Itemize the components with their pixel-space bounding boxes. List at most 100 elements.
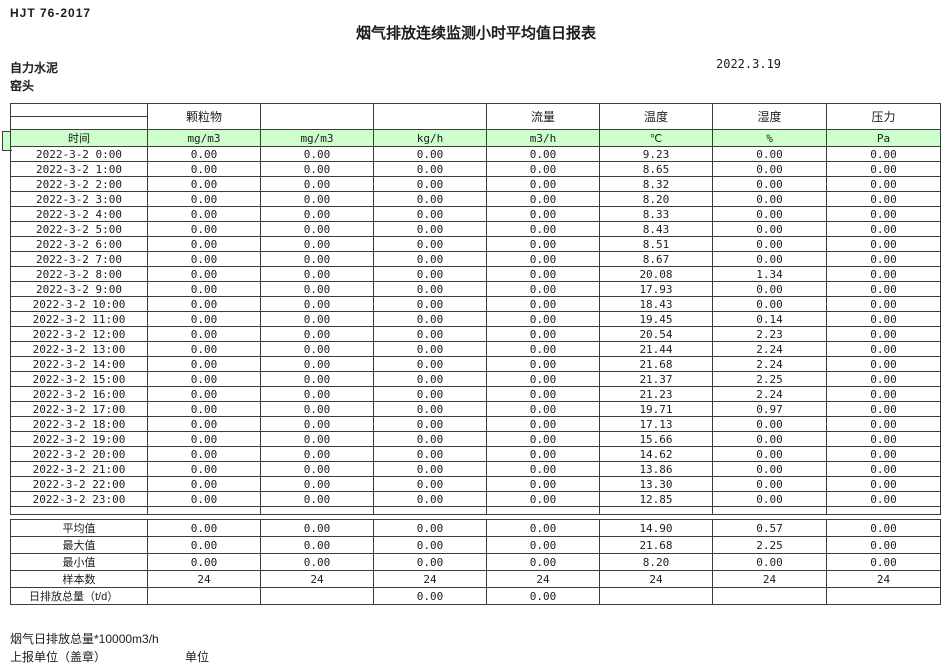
value-cell: 0.00 — [147, 491, 261, 507]
unit-header: Pa — [826, 129, 941, 147]
time-column-header: 时间 — [10, 129, 148, 147]
value-cell: 0.00 — [260, 326, 374, 342]
blank-cell — [599, 506, 713, 515]
value-cell: 0.00 — [373, 161, 487, 177]
value-cell: 0.00 — [826, 176, 941, 192]
value-cell: 0.00 — [373, 221, 487, 237]
time-cell: 2022-3-2 12:00 — [10, 326, 148, 342]
blank-row — [10, 506, 941, 515]
value-cell: 0.00 — [260, 416, 374, 432]
value-cell: 0.00 — [373, 446, 487, 462]
summary-value-cell: 21.68 — [599, 536, 713, 554]
table-row: 2022-3-2 6:00 0.00 0.00 0.00 0.00 8.51 0.00 0.0… — [10, 236, 941, 252]
time-cell: 2022-3-2 3:00 — [10, 191, 148, 207]
table-row: 2022-3-2 13:00 0.00 0.00 0.00 0.00 21.44 2.24 0… — [10, 341, 941, 357]
time-cell: 2022-3-2 0:00 — [10, 146, 148, 162]
value-cell: 0.00 — [147, 296, 261, 312]
value-cell: 8.33 — [599, 206, 713, 222]
blank-cell — [486, 506, 600, 515]
value-cell: 0.00 — [260, 311, 374, 327]
summary-value-cell — [260, 587, 374, 605]
value-cell: 0.00 — [373, 431, 487, 447]
table-row: 2022-3-2 19:00 0.00 0.00 0.00 0.00 15.66 0.00 0… — [10, 431, 941, 447]
value-cell: 0.00 — [260, 386, 374, 402]
value-cell: 0.00 — [486, 371, 600, 387]
value-cell: 21.68 — [599, 356, 713, 372]
summary-value-cell: 24 — [260, 570, 374, 588]
value-cell: 0.00 — [826, 296, 941, 312]
value-cell: 0.00 — [826, 236, 941, 252]
summary-value-cell: 24 — [712, 570, 827, 588]
value-cell: 0.00 — [486, 326, 600, 342]
summary-label: 最小值 — [10, 553, 148, 571]
value-cell: 0.00 — [712, 296, 827, 312]
value-cell: 8.43 — [599, 221, 713, 237]
value-cell: 0.00 — [486, 401, 600, 417]
summary-value-cell: 0.00 — [147, 553, 261, 571]
summary-value-cell: 0.00 — [826, 519, 941, 537]
value-cell: 0.00 — [260, 491, 374, 507]
summary-value-cell — [599, 587, 713, 605]
time-cell: 2022-3-2 2:00 — [10, 176, 148, 192]
value-cell: 0.00 — [373, 236, 487, 252]
report-table-area: 颗粒物 流量 温度 湿度 压力 时间 mg/m3 mg/m3 kg/h m3/h ℃% Pa 2022-… — [10, 103, 941, 605]
emission-total-note: 烟气日排放总量*10000m3/h — [10, 632, 159, 646]
value-cell: 2.24 — [712, 386, 827, 402]
table-row: 2022-3-2 17:00 0.00 0.00 0.00 0.00 19.71 0.97 0… — [10, 401, 941, 417]
value-cell: 0.00 — [712, 221, 827, 237]
summary-value-cell: 24 — [826, 570, 941, 588]
corner-cell-bottom — [10, 116, 148, 130]
value-cell: 0.00 — [486, 476, 600, 492]
summary-value-cell: 0.00 — [712, 553, 827, 571]
value-cell: 0.00 — [712, 206, 827, 222]
value-cell: 0.00 — [260, 176, 374, 192]
value-cell: 0.00 — [826, 491, 941, 507]
value-cell: 0.00 — [712, 146, 827, 162]
value-cell: 0.00 — [486, 416, 600, 432]
value-cell: 0.00 — [147, 146, 261, 162]
blank-cell — [10, 506, 148, 515]
value-cell: 0.00 — [712, 176, 827, 192]
blank-cell — [260, 506, 374, 515]
value-cell: 0.00 — [373, 341, 487, 357]
value-cell: 0.00 — [260, 191, 374, 207]
value-cell: 0.00 — [486, 461, 600, 477]
value-cell: 0.00 — [373, 386, 487, 402]
value-cell: 0.00 — [260, 356, 374, 372]
time-cell: 2022-3-2 16:00 — [10, 386, 148, 402]
value-cell: 0.00 — [147, 356, 261, 372]
value-cell: 0.00 — [147, 176, 261, 192]
value-cell: 0.00 — [373, 266, 487, 282]
value-cell: 0.00 — [260, 446, 374, 462]
table-row: 2022-3-2 5:00 0.00 0.00 0.00 0.00 8.43 0.00 0.0… — [10, 221, 941, 237]
value-cell: 0.00 — [712, 446, 827, 462]
summary-value-cell: 0.57 — [712, 519, 827, 537]
value-cell: 0.00 — [486, 161, 600, 177]
table-row: 2022-3-2 20:00 0.00 0.00 0.00 0.00 14.62 0.00 0… — [10, 446, 941, 462]
summary-value-cell: 0.00 — [147, 519, 261, 537]
time-cell: 2022-3-2 6:00 — [10, 236, 148, 252]
value-cell: 0.00 — [486, 236, 600, 252]
summary-label: 日排放总量（t/d） — [10, 587, 148, 605]
column-group-header: 流量 — [486, 103, 600, 130]
time-cell: 2022-3-2 23:00 — [10, 491, 148, 507]
value-cell: 8.20 — [599, 191, 713, 207]
time-cell: 2022-3-2 7:00 — [10, 251, 148, 267]
value-cell: 0.00 — [260, 476, 374, 492]
value-cell: 0.00 — [147, 221, 261, 237]
value-cell: 0.00 — [147, 326, 261, 342]
value-cell: 0.97 — [712, 401, 827, 417]
value-cell: 0.00 — [373, 251, 487, 267]
value-cell: 0.00 — [147, 341, 261, 357]
value-cell: 0.00 — [712, 161, 827, 177]
table-row: 2022-3-2 15:00 0.00 0.00 0.00 0.00 21.37 2.25 0… — [10, 371, 941, 387]
summary-value-cell: 0.00 — [486, 519, 600, 537]
value-cell: 0.00 — [147, 476, 261, 492]
value-cell: 18.43 — [599, 296, 713, 312]
table-row: 2022-3-2 16:00 0.00 0.00 0.00 0.00 21.23 2.24 0… — [10, 386, 941, 402]
time-cell: 2022-3-2 5:00 — [10, 221, 148, 237]
value-cell: 17.13 — [599, 416, 713, 432]
value-cell: 15.66 — [599, 431, 713, 447]
summary-value-cell: 0.00 — [260, 536, 374, 554]
value-cell: 0.00 — [486, 386, 600, 402]
